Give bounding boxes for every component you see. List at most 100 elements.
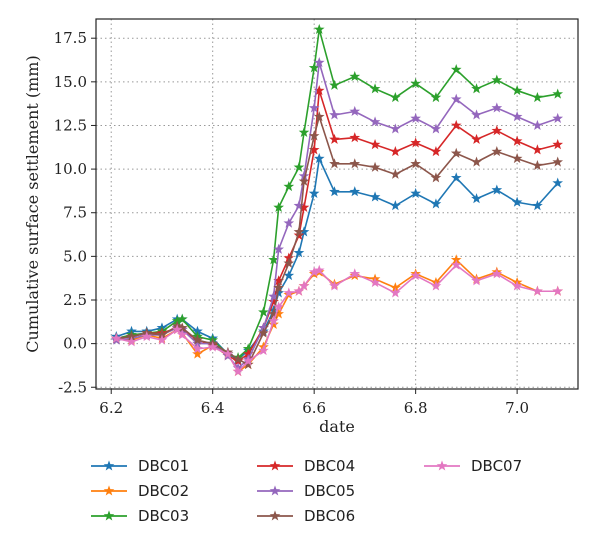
data-point (329, 109, 340, 120)
y-tick-label: 15.0 (54, 73, 87, 91)
data-point (232, 365, 244, 377)
data-point (369, 161, 381, 172)
data-point (511, 135, 523, 146)
data-point (283, 217, 295, 228)
legend-label: DBC06 (304, 507, 355, 525)
data-point (511, 84, 523, 96)
data-point (273, 282, 284, 293)
data-point (268, 318, 279, 329)
data-point (293, 200, 305, 211)
data-point (369, 116, 381, 127)
data-point (222, 348, 234, 359)
data-point (329, 280, 340, 291)
x-tick-label: 6.8 (404, 399, 428, 417)
series-layer (110, 23, 564, 377)
data-point (450, 254, 462, 265)
data-point (369, 276, 381, 288)
data-point (242, 355, 254, 366)
data-point (273, 201, 284, 213)
data-point (192, 325, 203, 336)
legend-label: DBC03 (138, 507, 189, 525)
data-point (450, 93, 462, 104)
data-point (491, 184, 503, 195)
data-point (349, 132, 361, 143)
data-point (268, 308, 279, 319)
series-dbc07 (110, 259, 564, 377)
data-point (268, 290, 279, 302)
data-point (349, 105, 361, 117)
data-point (390, 168, 401, 179)
data-point (430, 91, 442, 103)
data-point (349, 268, 361, 279)
data-point (410, 112, 421, 124)
data-point (242, 348, 254, 359)
data-point (283, 257, 295, 268)
data-point (313, 84, 325, 96)
legend-item-dbc01: DBC01 (91, 457, 189, 475)
legend-marker (436, 460, 448, 471)
data-point (532, 160, 543, 171)
data-point (471, 133, 482, 144)
data-point (349, 186, 361, 197)
data-point (410, 158, 421, 169)
data-point (349, 158, 361, 169)
data-point (258, 322, 269, 333)
legend-item-dbc04: DBC04 (257, 457, 355, 475)
data-point (390, 200, 401, 211)
legend-item-dbc06: DBC06 (257, 507, 355, 525)
data-point (410, 77, 421, 89)
x-tick-label: 6.6 (302, 399, 326, 417)
legend: DBC01 DBC02 DBC03 DBC04 DBC05 DBC06 DBC07 (91, 457, 522, 525)
legend-marker (103, 485, 115, 496)
y-tick-label: -2.5 (58, 378, 87, 396)
data-point (491, 146, 503, 157)
data-point (293, 161, 305, 172)
data-point (308, 144, 320, 155)
y-axis-label: Cumulative surface settlement (mm) (23, 55, 42, 352)
legend-label: DBC07 (471, 457, 522, 475)
series-line (116, 28, 558, 359)
legend-label: DBC04 (304, 457, 355, 475)
data-point (192, 338, 203, 349)
data-point (552, 285, 564, 296)
grid-lines (96, 19, 578, 389)
data-point (532, 91, 543, 103)
data-point (242, 358, 254, 370)
y-tick-label: 5.0 (63, 247, 87, 265)
axis-ticks: 6.2 6.4 6.6 6.8 7.0 -2.5 0.0 2.5 5.0 7.5 10.0 12.5 1… (54, 29, 529, 417)
y-tick-label: 0.0 (63, 335, 87, 353)
legend-marker (269, 510, 281, 521)
legend-item-dbc05: DBC05 (257, 482, 355, 500)
legend-label: DBC05 (304, 482, 355, 500)
plot-frame (95, 18, 579, 390)
data-point (552, 88, 564, 99)
data-point (369, 83, 381, 94)
data-point (126, 336, 137, 347)
data-point (283, 180, 295, 192)
data-point (273, 275, 284, 286)
data-point (298, 175, 310, 186)
data-point (532, 285, 543, 296)
x-tick-label: 6.2 (99, 399, 123, 417)
data-point (258, 345, 269, 356)
data-point (126, 331, 137, 342)
data-point (410, 137, 421, 148)
data-point (192, 343, 203, 354)
data-point (242, 343, 254, 354)
data-point (141, 331, 153, 342)
data-point (552, 112, 564, 124)
data-point (390, 287, 401, 298)
data-point (329, 158, 340, 169)
data-point (308, 102, 320, 113)
data-point (258, 306, 269, 317)
data-point (176, 313, 188, 324)
data-point (430, 198, 442, 209)
y-tick-label: 2.5 (63, 291, 87, 309)
data-point (511, 196, 523, 207)
data-point (268, 296, 279, 307)
data-point (268, 254, 279, 265)
data-point (532, 119, 543, 130)
y-tick-label: 12.5 (54, 116, 87, 134)
data-point (552, 156, 564, 167)
data-point (313, 57, 325, 68)
